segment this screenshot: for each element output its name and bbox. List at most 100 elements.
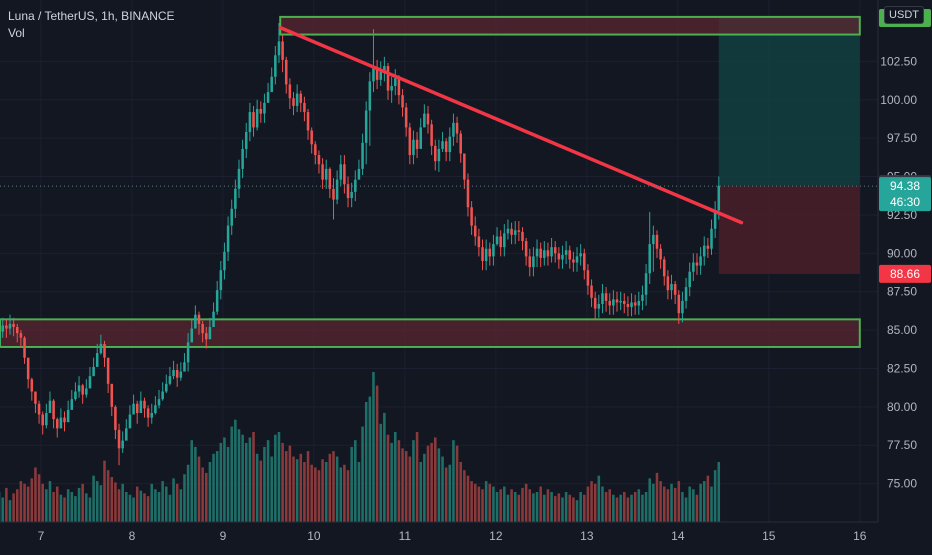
candle[interactable]: [154, 405, 157, 413]
candle[interactable]: [427, 114, 430, 125]
candle[interactable]: [110, 384, 113, 407]
candle[interactable]: [136, 404, 139, 413]
candle[interactable]: [499, 236, 502, 247]
candle[interactable]: [234, 189, 237, 209]
symbol-title[interactable]: Luna / TetherUS, 1h, BINANCE: [8, 8, 175, 25]
candle[interactable]: [314, 144, 317, 155]
candle[interactable]: [165, 384, 168, 392]
candle[interactable]: [267, 92, 270, 103]
candle[interactable]: [143, 401, 146, 409]
candle[interactable]: [67, 410, 70, 422]
candle[interactable]: [5, 325, 8, 328]
candle[interactable]: [558, 253, 561, 259]
candle[interactable]: [125, 428, 128, 440]
candle[interactable]: [325, 169, 328, 180]
candle[interactable]: [608, 301, 611, 306]
candle[interactable]: [296, 94, 299, 106]
candle[interactable]: [510, 229, 513, 235]
candle[interactable]: [158, 399, 161, 405]
candle[interactable]: [579, 253, 582, 256]
candle[interactable]: [256, 109, 259, 127]
candle[interactable]: [619, 301, 622, 303]
candle[interactable]: [681, 301, 684, 313]
candle[interactable]: [332, 189, 335, 200]
candle[interactable]: [260, 109, 263, 114]
candle[interactable]: [187, 342, 190, 362]
candle[interactable]: [674, 284, 677, 295]
candle[interactable]: [78, 385, 81, 391]
candle[interactable]: [459, 134, 462, 154]
trendline[interactable]: [280, 28, 741, 223]
candle[interactable]: [114, 407, 117, 430]
candle[interactable]: [576, 256, 579, 262]
candle[interactable]: [245, 132, 248, 149]
candle[interactable]: [238, 169, 241, 189]
candle[interactable]: [372, 68, 375, 82]
volume-indicator-label[interactable]: Vol: [8, 25, 175, 42]
candle[interactable]: [456, 123, 459, 134]
candle[interactable]: [598, 304, 601, 309]
candle[interactable]: [241, 149, 244, 169]
candle[interactable]: [176, 370, 179, 378]
candle[interactable]: [616, 299, 619, 302]
candle[interactable]: [100, 344, 103, 353]
candle[interactable]: [718, 186, 721, 211]
candle[interactable]: [630, 302, 633, 307]
candle[interactable]: [452, 123, 455, 137]
zone-resistance[interactable]: [280, 17, 860, 35]
candle[interactable]: [492, 244, 495, 256]
candle[interactable]: [74, 392, 77, 400]
candle[interactable]: [463, 154, 466, 180]
candle[interactable]: [27, 358, 30, 379]
candle[interactable]: [212, 312, 215, 327]
candle[interactable]: [278, 41, 281, 55]
candle[interactable]: [536, 249, 539, 257]
candle[interactable]: [147, 408, 150, 417]
candle[interactable]: [16, 327, 19, 333]
candle[interactable]: [645, 273, 648, 294]
candle[interactable]: [220, 270, 223, 290]
candle[interactable]: [659, 249, 662, 260]
candle[interactable]: [387, 66, 390, 91]
candle[interactable]: [638, 301, 641, 306]
candle[interactable]: [169, 376, 172, 384]
candle[interactable]: [394, 78, 397, 86]
candle[interactable]: [183, 362, 186, 371]
candle[interactable]: [307, 112, 310, 130]
candle[interactable]: [292, 98, 295, 106]
candle[interactable]: [699, 256, 702, 265]
candle[interactable]: [565, 250, 568, 255]
candle[interactable]: [129, 415, 132, 429]
candle[interactable]: [601, 293, 604, 304]
candle[interactable]: [474, 226, 477, 237]
candle[interactable]: [310, 131, 313, 145]
candle[interactable]: [161, 392, 164, 400]
candle[interactable]: [89, 376, 92, 388]
candle[interactable]: [528, 256, 531, 267]
candle[interactable]: [590, 286, 593, 298]
candle[interactable]: [369, 81, 372, 110]
candle[interactable]: [121, 441, 124, 449]
candle[interactable]: [423, 114, 426, 128]
candle[interactable]: [227, 226, 230, 252]
candle[interactable]: [525, 241, 528, 256]
candle[interactable]: [205, 333, 208, 339]
candle[interactable]: [365, 111, 368, 143]
candle[interactable]: [434, 146, 437, 161]
candle[interactable]: [401, 95, 404, 107]
candle[interactable]: [270, 77, 273, 92]
candle[interactable]: [605, 293, 608, 301]
candle[interactable]: [692, 263, 695, 272]
candle[interactable]: [670, 284, 673, 290]
candle[interactable]: [561, 255, 564, 260]
candle[interactable]: [201, 324, 204, 333]
candle[interactable]: [594, 298, 597, 309]
candle[interactable]: [572, 259, 575, 262]
zone-support[interactable]: [0, 319, 860, 347]
candle[interactable]: [648, 244, 651, 273]
candle[interactable]: [485, 249, 488, 261]
candle[interactable]: [554, 247, 557, 253]
candle[interactable]: [685, 287, 688, 301]
candle[interactable]: [252, 112, 255, 127]
candle[interactable]: [634, 302, 637, 305]
